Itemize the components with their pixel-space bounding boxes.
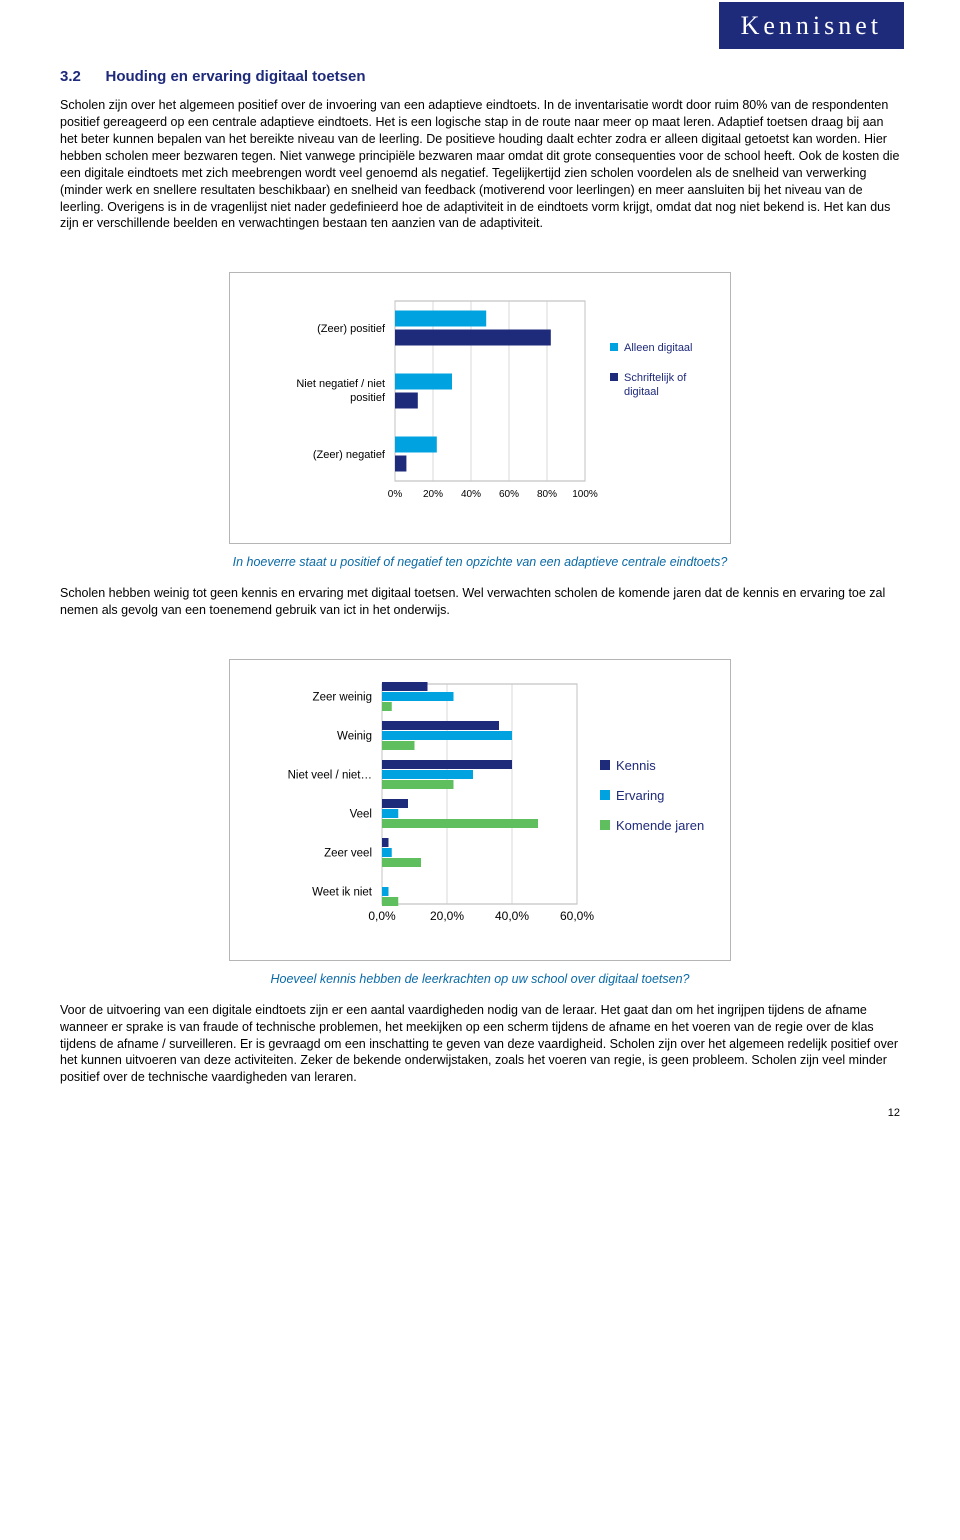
svg-text:digitaal: digitaal xyxy=(624,386,659,398)
brand-logo: Kennisnet xyxy=(713,2,910,49)
svg-text:20,0%: 20,0% xyxy=(430,909,464,923)
svg-text:40,0%: 40,0% xyxy=(495,909,529,923)
section-number: 3.2 xyxy=(60,67,102,87)
svg-text:40%: 40% xyxy=(461,489,481,500)
svg-text:60,0%: 60,0% xyxy=(560,909,594,923)
chart-1: 0% 20% 40% 60% 80% 100% (Zeer) positief Niet ne… xyxy=(229,272,731,544)
svg-text:20%: 20% xyxy=(423,489,443,500)
svg-text:Zeer veel: Zeer veel xyxy=(324,847,372,859)
svg-text:Kennis: Kennis xyxy=(616,758,656,773)
svg-text:Zeer weinig: Zeer weinig xyxy=(313,691,372,703)
svg-text:Ervaring: Ervaring xyxy=(616,788,664,803)
page-number: 12 xyxy=(60,1106,900,1121)
svg-text:0%: 0% xyxy=(388,489,403,500)
svg-text:(Zeer) positief: (Zeer) positief xyxy=(317,323,386,335)
svg-text:Weet ik niet: Weet ik niet xyxy=(312,886,373,898)
svg-text:Weinig: Weinig xyxy=(337,730,372,742)
svg-text:0,0%: 0,0% xyxy=(368,909,396,923)
body-paragraph-1: Scholen zijn over het algemeen positief … xyxy=(60,97,900,232)
chart-2-caption: Hoeveel kennis hebben de leerkrachten op… xyxy=(270,971,689,988)
svg-text:(Zeer) negatief: (Zeer) negatief xyxy=(313,449,386,461)
svg-text:100%: 100% xyxy=(572,489,598,500)
section-heading: 3.2 Houding en ervaring digitaal toetsen xyxy=(60,67,900,87)
chart-1-caption: In hoeverre staat u positief of negatief… xyxy=(233,554,728,571)
svg-text:positief: positief xyxy=(350,392,386,404)
svg-text:60%: 60% xyxy=(499,489,519,500)
svg-text:Schriftelijk of: Schriftelijk of xyxy=(624,372,687,384)
chart-2: 0,0% 20,0% 40,0% 60,0% Zeer weinig Weinig Niet… xyxy=(229,659,731,961)
svg-text:Niet negatief / niet: Niet negatief / niet xyxy=(296,378,385,390)
body-paragraph-3: Voor de uitvoering van een digitale eind… xyxy=(60,1002,900,1086)
section-title: Houding en ervaring digitaal toetsen xyxy=(105,68,365,85)
svg-text:Niet veel / niet…: Niet veel / niet… xyxy=(288,769,372,781)
svg-text:Alleen digitaal: Alleen digitaal xyxy=(624,342,693,354)
svg-text:80%: 80% xyxy=(537,489,557,500)
svg-text:Veel: Veel xyxy=(350,808,372,820)
svg-text:Komende jaren: Komende jaren xyxy=(616,818,704,833)
body-paragraph-2: Scholen hebben weinig tot geen kennis en… xyxy=(60,585,900,619)
